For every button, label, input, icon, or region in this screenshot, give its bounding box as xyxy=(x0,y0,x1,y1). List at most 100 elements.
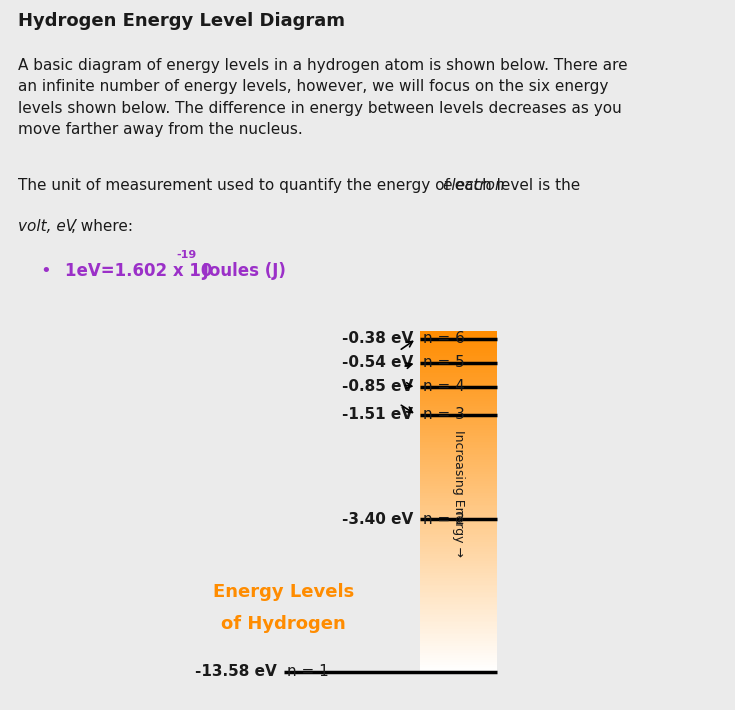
Bar xyxy=(420,515,497,517)
Bar xyxy=(420,595,497,596)
Text: n = 6: n = 6 xyxy=(423,332,465,346)
Bar xyxy=(420,650,497,651)
Bar xyxy=(420,658,497,660)
Bar xyxy=(420,566,497,568)
Bar xyxy=(420,400,497,403)
Bar xyxy=(420,564,497,566)
Bar xyxy=(420,532,497,534)
Bar xyxy=(420,663,497,665)
Bar xyxy=(420,442,497,443)
Bar xyxy=(420,656,497,658)
Bar xyxy=(420,643,497,645)
Bar xyxy=(420,500,497,501)
Bar xyxy=(420,539,497,540)
Bar xyxy=(420,633,497,634)
Bar xyxy=(420,523,497,525)
Text: , where:: , where: xyxy=(71,219,133,234)
Bar xyxy=(420,421,497,423)
Bar xyxy=(420,653,497,655)
Bar xyxy=(420,459,497,460)
Bar xyxy=(420,626,497,628)
Bar xyxy=(420,581,497,583)
Bar xyxy=(420,636,497,638)
Text: -3.40 eV: -3.40 eV xyxy=(342,512,413,527)
Bar xyxy=(420,334,497,336)
Bar xyxy=(420,378,497,380)
Bar xyxy=(420,481,497,483)
Bar xyxy=(420,586,497,588)
Text: -0.85 eV: -0.85 eV xyxy=(342,379,413,395)
Bar xyxy=(420,621,497,622)
Bar xyxy=(420,557,497,559)
Bar xyxy=(420,371,497,373)
Bar xyxy=(420,599,497,600)
Bar xyxy=(420,544,497,545)
Bar xyxy=(420,413,497,415)
Bar xyxy=(420,430,497,432)
Bar xyxy=(420,416,497,417)
Bar xyxy=(420,344,497,346)
Bar xyxy=(420,617,497,619)
Bar xyxy=(420,554,497,556)
Bar xyxy=(420,662,497,663)
Bar xyxy=(420,568,497,569)
Bar xyxy=(420,483,497,484)
Bar xyxy=(420,337,497,339)
Bar xyxy=(420,667,497,668)
Bar xyxy=(420,594,497,595)
Bar xyxy=(420,471,497,472)
Bar xyxy=(420,561,497,562)
Bar xyxy=(420,525,497,527)
Bar xyxy=(420,356,497,358)
Text: Hydrogen Energy Level Diagram: Hydrogen Energy Level Diagram xyxy=(18,11,345,30)
Bar xyxy=(420,447,497,449)
Bar xyxy=(420,435,497,437)
Bar xyxy=(420,537,497,539)
Bar xyxy=(420,443,497,445)
Bar xyxy=(420,542,497,544)
Bar xyxy=(420,611,497,612)
Bar xyxy=(420,380,497,382)
Bar xyxy=(420,591,497,594)
Bar xyxy=(420,354,497,356)
Bar xyxy=(420,608,497,611)
Bar xyxy=(420,651,497,653)
Bar xyxy=(420,510,497,511)
Bar xyxy=(420,530,497,532)
Bar xyxy=(420,596,497,599)
Bar xyxy=(420,420,497,421)
Text: Increasing Energy →: Increasing Energy → xyxy=(452,430,465,557)
Bar xyxy=(420,552,497,554)
Text: n = 2: n = 2 xyxy=(423,512,465,527)
Bar xyxy=(420,391,497,392)
Bar xyxy=(420,639,497,641)
Bar xyxy=(420,341,497,343)
Bar xyxy=(420,491,497,493)
Text: n = 1: n = 1 xyxy=(287,665,329,679)
Bar xyxy=(420,466,497,467)
Text: Joules (J): Joules (J) xyxy=(197,262,286,280)
Text: n = 3: n = 3 xyxy=(423,408,465,422)
Bar xyxy=(420,428,497,430)
Bar xyxy=(420,624,497,626)
Bar xyxy=(420,628,497,629)
Bar xyxy=(420,437,497,438)
Bar xyxy=(420,556,497,557)
Bar xyxy=(420,423,497,425)
Bar xyxy=(420,513,497,515)
Text: n = 5: n = 5 xyxy=(423,355,465,371)
Bar xyxy=(420,472,497,474)
Bar xyxy=(420,336,497,337)
Bar xyxy=(420,353,497,354)
Bar xyxy=(420,646,497,648)
Bar xyxy=(420,494,497,496)
Bar xyxy=(420,469,497,471)
Bar xyxy=(420,360,497,361)
Bar xyxy=(420,522,497,523)
Bar xyxy=(420,438,497,440)
Bar xyxy=(420,403,497,404)
Text: electron: electron xyxy=(442,178,505,193)
Bar xyxy=(420,668,497,670)
Text: volt, eV: volt, eV xyxy=(18,219,76,234)
Bar xyxy=(420,629,497,630)
